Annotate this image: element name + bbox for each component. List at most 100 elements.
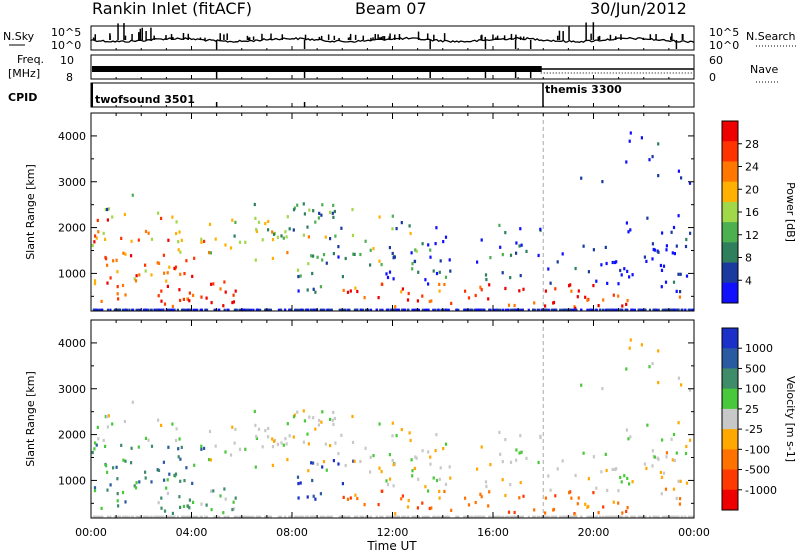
- velocity-cell: [351, 414, 354, 419]
- velocity-cell: [210, 508, 213, 512]
- velocity-cell: [646, 423, 649, 427]
- velocity-cell: [532, 515, 535, 518]
- velocity-cell: [306, 495, 309, 499]
- power-cell: [421, 308, 424, 311]
- power-cell: [672, 225, 676, 230]
- power-cell: [689, 231, 692, 235]
- velocity-cell: [515, 458, 518, 462]
- power-cell: [254, 258, 257, 262]
- velocity-cell: [185, 466, 188, 470]
- power-cell: [203, 239, 206, 243]
- power-cell: [178, 288, 181, 292]
- power-cell: [121, 283, 125, 288]
- velocity-cell: [464, 496, 467, 500]
- velocity-cell: [284, 515, 287, 518]
- velocity-cell: [563, 515, 566, 518]
- power-cell: [421, 242, 424, 246]
- power-cell: [487, 297, 490, 301]
- power-cell: [175, 220, 178, 224]
- velocity-cell: [427, 450, 430, 454]
- power-cell: [644, 308, 647, 311]
- power-cell: [397, 308, 400, 311]
- velocity-cell: [513, 510, 516, 515]
- power-cell: [675, 244, 678, 248]
- power-cell: [684, 244, 688, 249]
- power-cell: [252, 308, 255, 311]
- velocity-cell: [600, 470, 603, 474]
- power-cell: [344, 256, 347, 261]
- velocity-cell: [267, 515, 270, 518]
- power-cell: [561, 252, 564, 256]
- power-cell: [613, 308, 616, 311]
- colorbar-swatch: [722, 429, 738, 450]
- velocity-cell: [391, 458, 394, 463]
- velocity-cell: [556, 467, 559, 471]
- power-cell: [363, 296, 366, 300]
- power-cell: [513, 303, 516, 308]
- power-cell: [296, 268, 300, 272]
- velocity-cell: [509, 460, 513, 464]
- power-cell: [391, 251, 394, 256]
- power-cell: [229, 246, 233, 250]
- power-cell: [680, 176, 683, 180]
- velocity-cell: [657, 457, 660, 461]
- velocity-cell: [601, 515, 605, 518]
- power-cell: [297, 308, 300, 311]
- velocity-cell: [391, 421, 394, 425]
- velocity-cell: [176, 515, 179, 518]
- power-cell: [573, 308, 577, 311]
- velocity-cell: [455, 515, 458, 518]
- power-cell: [469, 308, 472, 311]
- power-cell: [168, 308, 171, 311]
- power-cell: [297, 275, 300, 279]
- power-cell: [125, 308, 129, 311]
- velocity-cell: [595, 486, 598, 490]
- velocity-cell: [337, 452, 340, 456]
- velocity-cell: [677, 479, 680, 483]
- power-cell: [481, 308, 484, 311]
- velocity-cell: [518, 451, 521, 455]
- velocity-cell: [385, 479, 388, 483]
- power-cell: [338, 308, 341, 311]
- power-cell: [439, 259, 442, 263]
- velocity-cell: [343, 515, 346, 518]
- velocity-cell: [604, 452, 607, 456]
- velocity-cell: [316, 462, 319, 466]
- velocity-cell: [177, 447, 180, 451]
- cpid-label: CPID: [8, 91, 37, 104]
- power-cell: [369, 248, 372, 252]
- velocity-cell: [665, 455, 668, 459]
- velocity-cell: [552, 508, 555, 512]
- power-cell: [485, 277, 488, 282]
- power-cell: [131, 193, 134, 197]
- velocity-cell: [193, 463, 196, 467]
- velocity-cell: [671, 458, 674, 462]
- velocity-cell: [99, 515, 102, 518]
- power-cell: [533, 308, 536, 311]
- velocity-cell: [435, 433, 438, 437]
- power-cell: [496, 308, 499, 311]
- power-cell: [643, 255, 646, 259]
- power-cell: [411, 267, 414, 271]
- velocity-cell: [657, 381, 660, 385]
- velocity-cell: [611, 515, 614, 518]
- power-cell: [411, 262, 414, 266]
- velocity-cell: [122, 515, 125, 518]
- velocity-cell: [285, 442, 288, 446]
- power-x-axis: [90, 46, 695, 311]
- power-cells: [91, 113, 694, 311]
- velocity-cell: [289, 515, 292, 518]
- velocity-cell: [657, 349, 660, 353]
- velocity-cell: [282, 443, 285, 447]
- velocity-cell: [413, 515, 416, 518]
- velocity-cell: [160, 506, 163, 510]
- velocity-cell: [238, 515, 241, 518]
- power-cell: [386, 275, 390, 280]
- power-cell: [678, 295, 681, 299]
- cpid-program-1: twofsound 3501: [95, 93, 195, 106]
- velocity-cell: [672, 432, 676, 437]
- power-cell: [367, 308, 370, 311]
- nave-label: Nave: [750, 63, 778, 76]
- power-cell: [113, 308, 116, 311]
- velocity-cell: [288, 434, 291, 438]
